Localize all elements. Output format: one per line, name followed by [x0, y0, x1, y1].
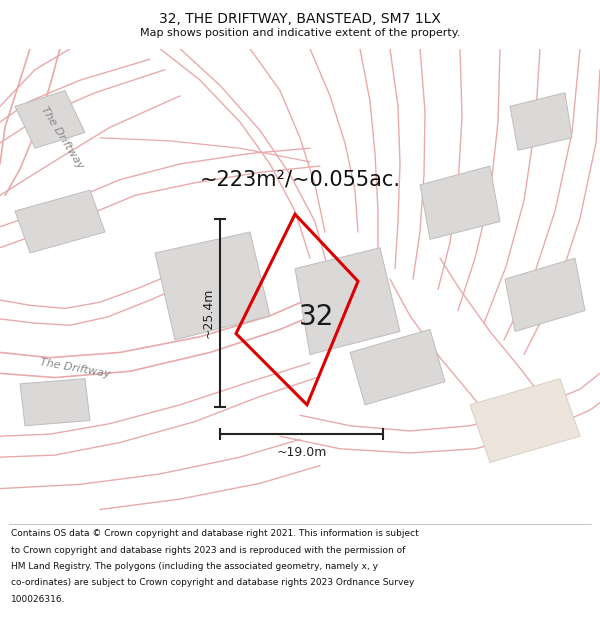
Polygon shape [15, 190, 105, 253]
Text: Map shows position and indicative extent of the property.: Map shows position and indicative extent… [140, 28, 460, 38]
Text: 100026316.: 100026316. [11, 594, 65, 604]
Text: HM Land Registry. The polygons (including the associated geometry, namely x, y: HM Land Registry. The polygons (includin… [11, 562, 378, 571]
Polygon shape [20, 379, 90, 426]
Text: Contains OS data © Crown copyright and database right 2021. This information is : Contains OS data © Crown copyright and d… [11, 529, 419, 539]
Text: The Driftway: The Driftway [39, 105, 85, 171]
Text: to Crown copyright and database rights 2023 and is reproduced with the permissio: to Crown copyright and database rights 2… [11, 546, 405, 555]
Text: 32, THE DRIFTWAY, BANSTEAD, SM7 1LX: 32, THE DRIFTWAY, BANSTEAD, SM7 1LX [159, 12, 441, 26]
Polygon shape [155, 232, 270, 340]
Text: ~19.0m: ~19.0m [277, 446, 326, 459]
Text: 32: 32 [299, 303, 335, 331]
Polygon shape [505, 258, 585, 331]
Text: The Driftway: The Driftway [39, 357, 111, 379]
Polygon shape [510, 92, 572, 151]
Polygon shape [350, 329, 445, 405]
Text: ~25.4m: ~25.4m [202, 288, 215, 338]
Polygon shape [470, 379, 580, 462]
Polygon shape [420, 166, 500, 239]
Text: co-ordinates) are subject to Crown copyright and database rights 2023 Ordnance S: co-ordinates) are subject to Crown copyr… [11, 578, 414, 587]
Text: ~223m²/~0.055ac.: ~223m²/~0.055ac. [199, 169, 401, 189]
Polygon shape [15, 91, 85, 148]
Polygon shape [295, 248, 400, 354]
